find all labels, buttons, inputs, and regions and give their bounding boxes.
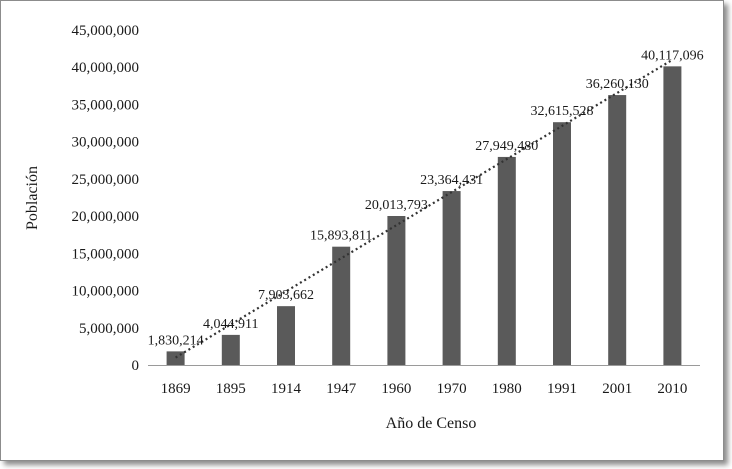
y-tick-label: 0	[132, 358, 140, 374]
y-tick-label: 30,000,000	[72, 135, 140, 151]
bar	[221, 334, 240, 365]
x-tick-label: 1869	[161, 381, 191, 397]
data-label: 36,260,130	[586, 77, 649, 92]
y-tick-label: 15,000,000	[72, 246, 140, 262]
y-tick-label: 20,000,000	[72, 209, 140, 225]
data-label: 20,013,793	[365, 198, 428, 213]
y-tick-label: 5,000,000	[79, 321, 139, 337]
data-label: 27,949,480	[475, 139, 538, 154]
data-label: 7,903,662	[258, 288, 314, 303]
trend-line	[175, 58, 673, 359]
x-axis-ticks: 1869 1895 1914 1947 1960 1970 1980 1991 2001 2010	[161, 381, 688, 397]
bar	[277, 306, 295, 365]
data-label: 23,364,431	[420, 173, 483, 188]
x-tick-label: 2001	[602, 381, 632, 397]
bar	[332, 246, 351, 365]
bars	[166, 66, 682, 365]
chart-frame	[0, 0, 724, 461]
data-label: 32,615,528	[531, 104, 594, 119]
x-tick-label: 1960	[381, 381, 411, 397]
y-axis-ticks: 0 5,000,000 10,000,000 15,000,000 20,000,000…	[72, 23, 140, 374]
bar	[608, 95, 627, 365]
bar	[553, 122, 571, 365]
bar	[442, 191, 461, 365]
y-tick-label: 40,000,000	[72, 60, 140, 76]
data-label: 15,893,811	[310, 229, 372, 244]
bar	[166, 351, 185, 365]
y-tick-label: 45,000,000	[72, 23, 140, 39]
y-tick-label: 25,000,000	[72, 172, 140, 188]
y-tick-label: 10,000,000	[72, 284, 140, 300]
x-tick-label: 1991	[547, 381, 577, 397]
bar	[497, 156, 516, 365]
x-tick-label: 1895	[216, 381, 246, 397]
x-tick-label: 1947	[326, 381, 357, 397]
x-tick-label: 1980	[492, 381, 522, 397]
bar	[663, 66, 682, 365]
x-tick-label: 1914	[271, 381, 302, 397]
x-axis-title: Año de Censo	[386, 415, 477, 432]
x-tick-label: 2010	[657, 381, 687, 397]
data-label: 1,830,214	[148, 333, 204, 348]
y-tick-label: 35,000,000	[72, 97, 140, 113]
bar	[387, 216, 406, 365]
data-label: 40,117,096	[641, 48, 703, 63]
data-label: 4,044,911	[203, 317, 258, 332]
x-tick-label: 1970	[437, 381, 467, 397]
y-axis-title: Población	[24, 166, 41, 230]
